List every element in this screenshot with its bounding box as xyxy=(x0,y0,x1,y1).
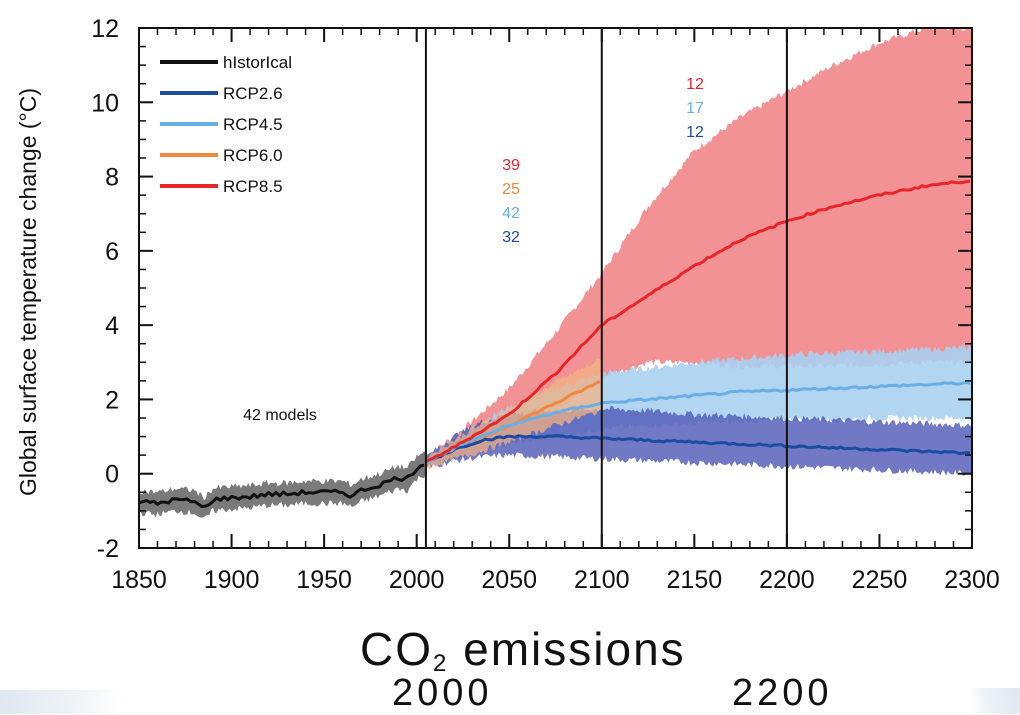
line-rcp85 xyxy=(425,179,971,463)
y-tick-label: 4 xyxy=(105,312,119,340)
legend-label: RCP8.5 xyxy=(223,177,283,196)
band-rcp45 xyxy=(425,344,972,471)
model-count: 25 xyxy=(502,181,520,198)
y-tick-label: 12 xyxy=(91,15,119,43)
caption-title: CO2 emissions xyxy=(360,622,880,678)
model-count: 12 xyxy=(686,76,704,93)
series-lines xyxy=(138,179,971,509)
y-tick-label: 2 xyxy=(105,386,119,414)
line-rcp45 xyxy=(425,380,971,465)
temperature-chart: 1850 1900 1950 2000 2050 2100 2150 2200 2250 2300… xyxy=(15,15,1000,594)
x-tick-label: 2300 xyxy=(944,566,1000,594)
line-rcp26 xyxy=(424,434,971,465)
model-count: 32 xyxy=(502,229,520,246)
y-tick-label: 8 xyxy=(105,164,119,192)
x-tick-label: 2100 xyxy=(574,566,630,594)
model-count: 12 xyxy=(686,124,704,141)
y-axis-label: Global surface temperature change (°C) xyxy=(15,88,41,496)
caption-year-left: 2000 xyxy=(392,672,493,714)
line-historical xyxy=(138,463,425,509)
x-tick-label: 2250 xyxy=(852,566,908,594)
annotations: 42 models xyxy=(243,407,317,424)
y-tick-label: 10 xyxy=(91,89,119,117)
caption-year-right: 2200 xyxy=(732,672,833,714)
band-historical xyxy=(139,451,426,518)
x-tick-label: 2050 xyxy=(481,566,537,594)
annotation-models: 42 models xyxy=(243,407,317,424)
model-count: 39 xyxy=(502,157,520,174)
caption-title-main: CO xyxy=(360,623,433,675)
x-tick-label: 1850 xyxy=(111,566,167,594)
x-tick-label: 2000 xyxy=(389,566,445,594)
caption-title-subscript: 2 xyxy=(433,650,449,677)
model-count: 17 xyxy=(686,100,704,117)
model-count: 42 xyxy=(502,205,520,222)
x-tick-label: 2150 xyxy=(667,566,723,594)
legend-label: RCP2.6 xyxy=(223,84,283,103)
slide-background-right xyxy=(972,688,1020,714)
legend-label: RCP6.0 xyxy=(223,146,283,165)
y-tick-label: 0 xyxy=(105,461,119,489)
legend: hIstorIcal RCP2.6 RCP4.5 RCP6.0 RCP8.5 xyxy=(160,53,292,196)
x-tick-label: 1900 xyxy=(204,566,260,594)
legend-label: RCP4.5 xyxy=(223,115,283,134)
caption-title-rest: emissions xyxy=(448,623,686,675)
legend-label: hIstorIcal xyxy=(223,53,292,72)
model-counts: 39 25 42 32 12 17 12 xyxy=(502,76,704,246)
x-tick-label: 2200 xyxy=(759,566,815,594)
y-tick-label: 6 xyxy=(105,238,119,266)
y-tick-label: -2 xyxy=(97,535,119,563)
slide-background-left xyxy=(0,690,120,714)
axes: 1850 1900 1950 2000 2050 2100 2150 2200 2250 2300… xyxy=(91,15,1000,594)
period-divider-lines xyxy=(424,28,788,548)
x-tick-label: 1950 xyxy=(296,566,352,594)
